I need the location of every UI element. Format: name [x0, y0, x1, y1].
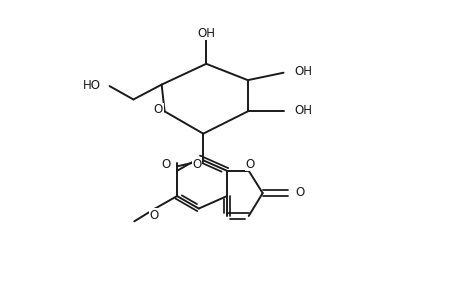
Text: O: O [154, 103, 163, 116]
Text: O: O [149, 208, 158, 222]
Text: O: O [245, 158, 254, 171]
Text: O: O [295, 186, 304, 199]
Text: O: O [192, 158, 202, 171]
Text: O: O [161, 158, 170, 171]
Text: HO: HO [83, 79, 101, 92]
Text: OH: OH [294, 104, 312, 117]
Text: OH: OH [197, 27, 215, 40]
Text: OH: OH [294, 65, 312, 78]
